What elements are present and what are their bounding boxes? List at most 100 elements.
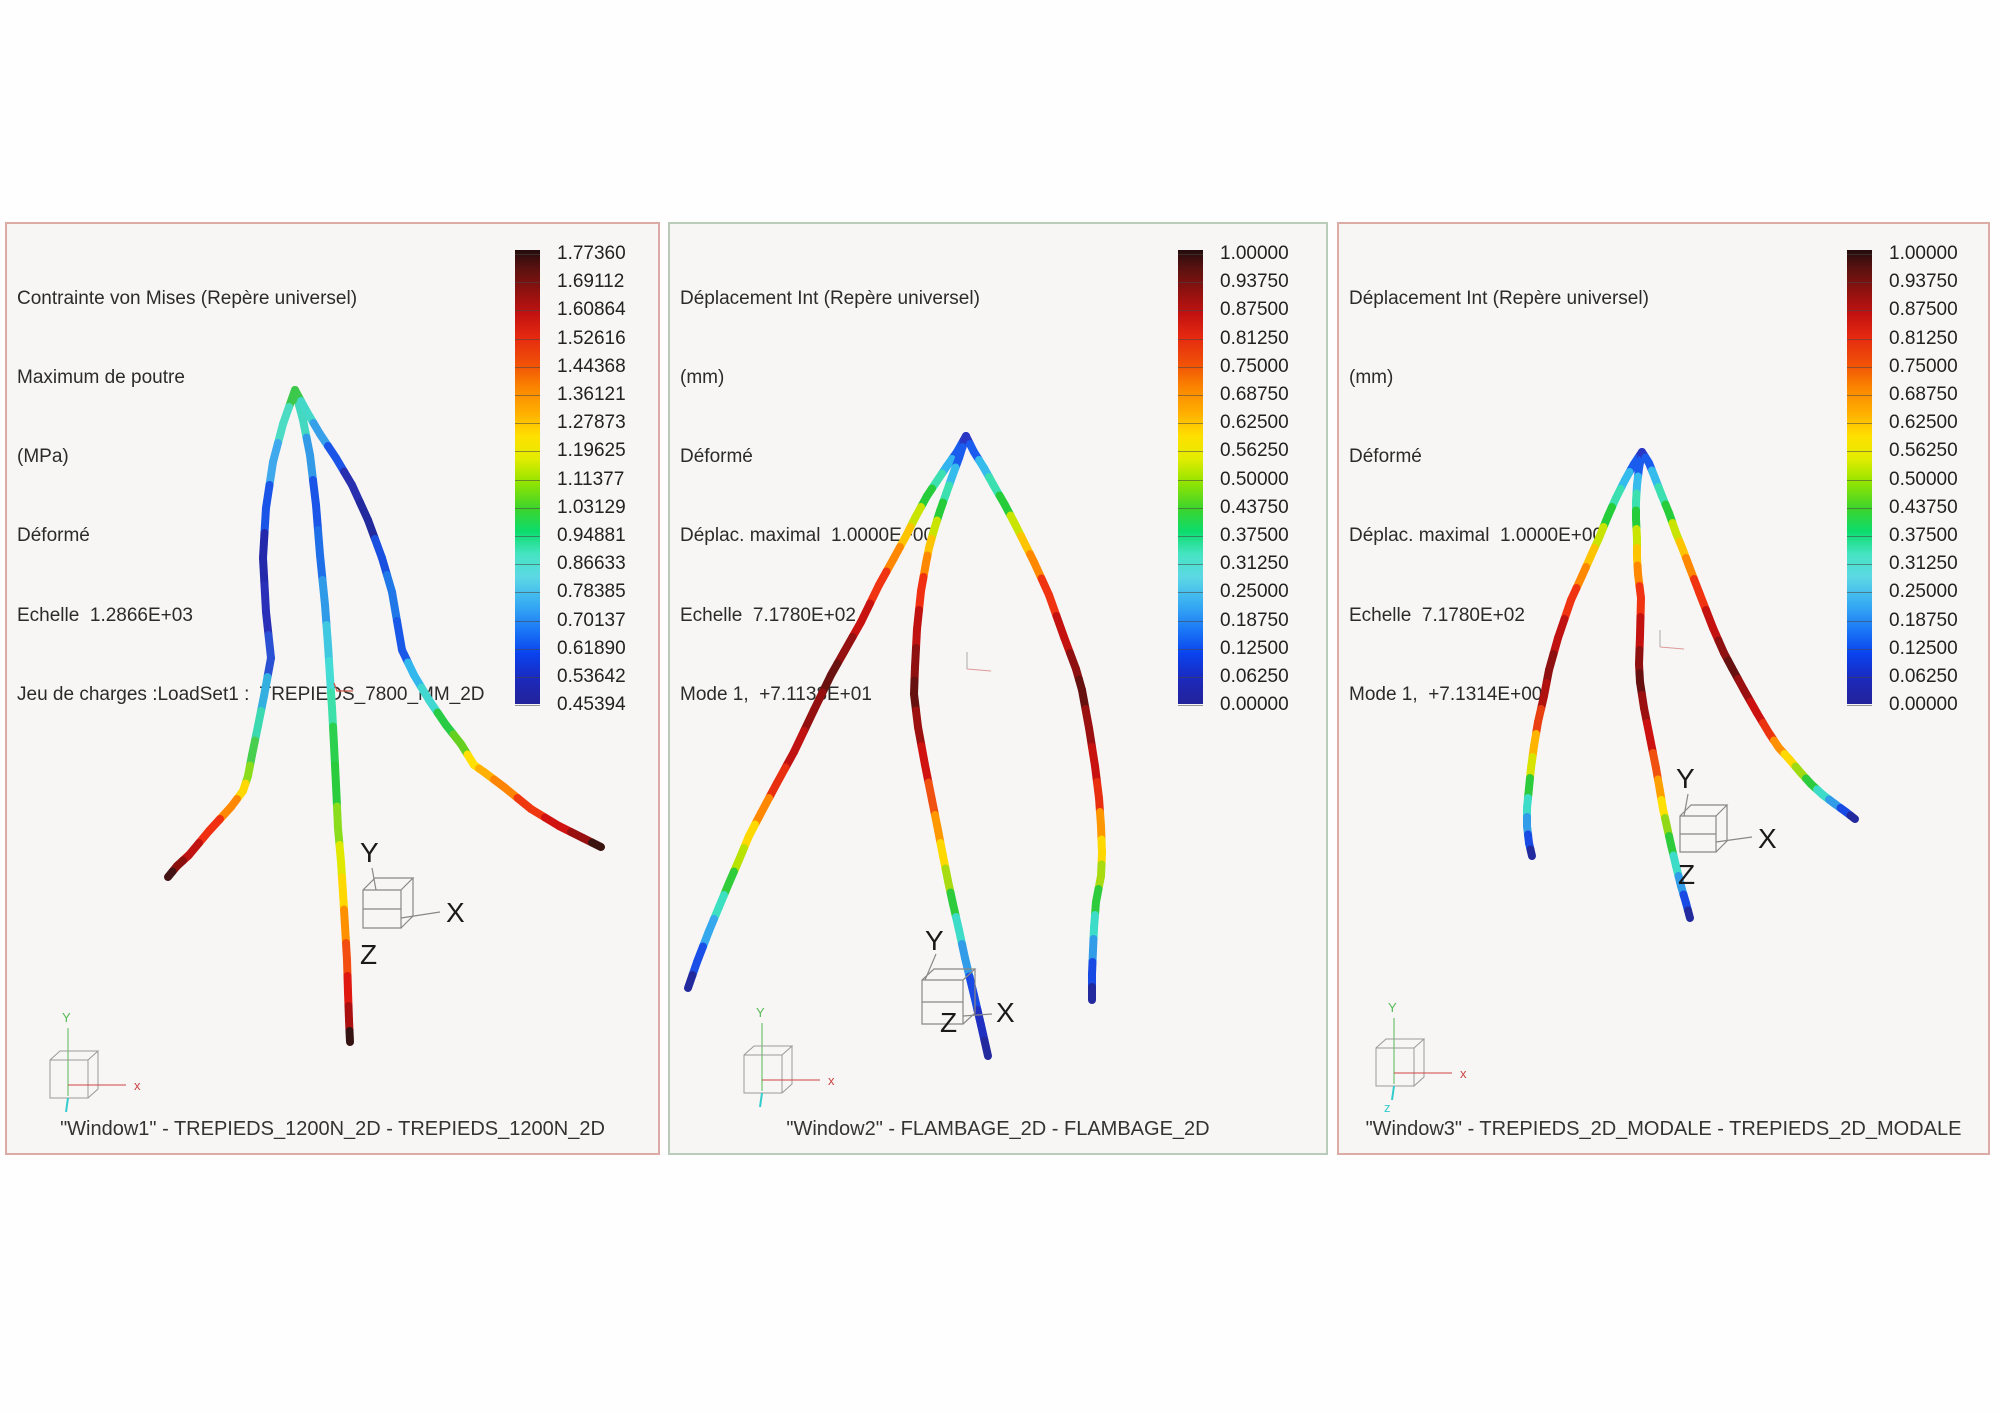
legend-tick [515,395,540,396]
legend-value: 0.87500 [1220,299,1289,321]
legend-value: 0.50000 [1889,468,1958,490]
header-line: (MPa) [17,446,69,468]
legend-tick [1178,479,1203,481]
legend-value: 1.00000 [1220,243,1289,264]
legend-value: 0.68750 [1220,384,1289,405]
header-line: Maximum de poutre [17,367,185,389]
legend-tick [515,479,540,481]
header-line: Déformé [17,525,90,547]
legend-tick [1847,677,1872,678]
legend-tick [1847,366,1872,368]
legend-value: 0.06250 [1220,666,1289,687]
legend-value: 0.45394 [557,694,626,716]
legend-tick [515,507,540,509]
legend-value: 0.50000 [1220,468,1289,490]
legend-tick [515,366,540,368]
legend-value: 0.56250 [1889,440,1958,462]
header-line: Contrainte von Mises (Repère universel) [17,287,358,309]
legend-value: 0.70137 [557,609,626,631]
legend-tick [1178,282,1203,284]
legend-tick [515,338,540,340]
legend-tick [1847,254,1872,255]
legend-value: 0.43750 [1220,496,1289,518]
legend-value: 1.69112 [557,271,625,293]
legend-tick [515,423,540,425]
color-legend: 1.77360 1.69112 1.60864 1.52616 1.44368 1.361… [515,224,665,744]
legend-value: 0.62500 [1889,412,1958,434]
legend-tick [1847,310,1872,312]
legend-value: 1.00000 [1889,243,1958,264]
legend-value: 0.75000 [1220,355,1289,377]
legend-value: 0.53642 [557,666,626,687]
legend-value: 1.52616 [557,327,626,349]
header-line: (mm) [680,367,725,389]
legend-value: 0.25000 [1220,581,1289,603]
legend-tick [515,282,540,284]
legend-value: 0.93750 [1220,271,1289,293]
legend-value: 0.75000 [1889,355,1958,377]
legend-tick [1847,395,1872,396]
legend-tick [1178,536,1203,537]
legend-tick [1178,395,1203,396]
legend-value: 1.03129 [557,496,626,518]
header-line: Déplacement Int (Repère universel) [1349,287,1649,309]
legend-value: 0.12500 [1889,637,1958,659]
legend-value: 0.81250 [1889,327,1958,349]
legend-tick [515,451,540,453]
legend-tick [1847,479,1872,481]
legend-tick [1178,507,1203,509]
header-line: Déplac. maximal 1.0000E+00 [680,525,935,547]
legend-tick [515,648,540,650]
legend-value: 0.61890 [557,637,626,659]
window-caption: "Window3" - TREPIEDS_2D_MODALE - TREPIED… [1365,1118,1962,1140]
legend-value: 0.37500 [1889,525,1958,546]
legend-value: 0.62500 [1220,412,1289,434]
window-caption: "Window2" - FLAMBAGE_2D - FLAMBAGE_2D [786,1118,1210,1140]
legend-value: 0.86633 [557,553,626,575]
legend-value: 0.12500 [1220,637,1289,659]
legend-value: 0.18750 [1889,609,1958,631]
result-window-2[interactable]: Déplacement Int (Repère universel) (mm) … [668,222,1328,1155]
legend-tick [1847,338,1872,340]
legend-tick [515,592,540,594]
color-legend: 1.00000 0.93750 0.87500 0.81250 0.75000 0.687… [1178,224,1328,744]
legend-tick [515,677,540,678]
legend-tick [1847,592,1872,594]
legend-tick [1847,620,1872,622]
header-line: (mm) [1349,367,1394,389]
legend-value: 0.93750 [1889,271,1958,293]
result-header: Déplacement Int (Repère universel) (mm) … [1349,233,1649,761]
legend-tick [515,254,540,255]
color-scale-bar [1178,250,1203,704]
legend-value: 0.25000 [1889,581,1958,603]
result-header: Déplacement Int (Repère universel) (mm) … [680,233,980,761]
color-scale-bar [515,250,540,704]
legend-tick [1178,451,1203,453]
header-line: Déformé [680,446,753,468]
header-line: Echelle 7.1780E+02 [1349,604,1525,626]
legend-tick [1178,592,1203,594]
legend-tick [1847,536,1872,537]
legend-tick [1847,705,1872,707]
legend-tick [1178,338,1203,340]
legend-value: 0.68750 [1889,384,1958,405]
legend-tick [1847,282,1872,284]
legend-tick [1178,620,1203,622]
legend-value: 0.06250 [1889,666,1958,687]
header-line: Echelle 7.1780E+02 [680,604,856,626]
legend-value: 0.00000 [1889,694,1958,716]
legend-value: 1.36121 [557,384,626,405]
header-line: Déplac. maximal 1.0000E+00 [1349,525,1604,547]
legend-tick [1178,705,1203,707]
result-window-1[interactable]: Contrainte von Mises (Repère universel) … [5,222,660,1155]
legend-tick [515,705,540,707]
result-window-3[interactable]: Déplacement Int (Repère universel) (mm) … [1337,222,1990,1155]
legend-tick [1847,564,1872,566]
legend-tick [515,620,540,622]
legend-tick [1178,310,1203,312]
legend-value: 0.78385 [557,581,626,603]
legend-value: 1.60864 [557,299,626,321]
legend-value: 1.11377 [557,468,625,490]
legend-tick [1847,423,1872,425]
header-line: Mode 1, +7.1138E+01 [680,683,872,705]
